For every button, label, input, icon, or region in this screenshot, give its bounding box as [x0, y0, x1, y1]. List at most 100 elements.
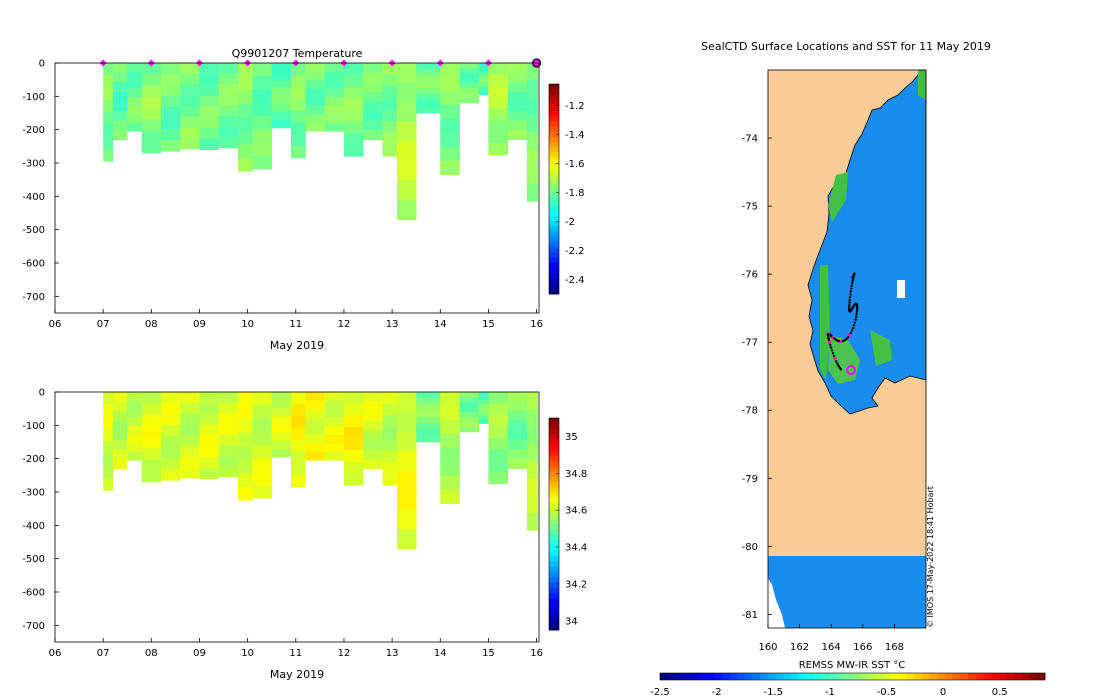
sst-colorbar-swatch: [867, 673, 876, 680]
sst-colorbar-swatch: [675, 673, 684, 680]
section-cell: [526, 392, 538, 410]
colorbar-swatch: [549, 439, 559, 445]
section-cell: [199, 95, 220, 107]
colorbar-swatch: [549, 465, 559, 472]
section-cell: [160, 63, 181, 75]
sst-colorbar-tick-label: -2.5: [650, 687, 670, 698]
track-point: [851, 277, 855, 281]
section-cell: [305, 88, 325, 98]
colorbar-swatch: [549, 89, 559, 95]
section-cell: [112, 110, 128, 121]
colorbar-swatch: [549, 120, 559, 127]
section-cell: [382, 450, 398, 463]
section-cell: [112, 120, 128, 131]
section-cell: [103, 478, 114, 491]
section-cell: [507, 411, 528, 422]
section-cell: [103, 112, 114, 125]
sst-colorbar-label: REMSS MW-IR SST °C: [799, 660, 906, 671]
ice-edge-band: [828, 172, 848, 222]
section-cell: [440, 489, 460, 504]
colorbar-swatch: [549, 236, 559, 242]
section-cell: [112, 82, 128, 93]
section-cell: [141, 437, 162, 449]
section-cell: [488, 472, 508, 484]
section-cell: [324, 434, 345, 444]
section-cell: [112, 439, 128, 450]
section-cell: [416, 423, 441, 430]
section-cell: [416, 435, 441, 443]
section-cell: [459, 427, 480, 433]
ice-edge-band: [870, 330, 892, 366]
colorbar-swatch: [549, 241, 559, 248]
section-cell: [112, 91, 128, 102]
sst-colorbar-swatch: [952, 673, 961, 680]
section-cell: [324, 88, 345, 98]
map-x-tick-label: 168: [885, 642, 904, 653]
colorbar-swatch: [549, 539, 559, 546]
section-cell: [507, 72, 528, 83]
section-cell: [416, 88, 441, 95]
sst-colorbar-swatch: [983, 673, 992, 680]
sst-colorbar-swatch: [875, 673, 884, 680]
sst-colorbar-swatch: [775, 673, 784, 680]
colorbar-frame: [548, 417, 560, 631]
section-cell: [290, 63, 306, 76]
section-cell: [305, 400, 325, 410]
section-cell: [199, 128, 220, 140]
track-point: [853, 321, 857, 324]
sst-colorbar-swatch: [837, 673, 846, 680]
section-cell: [478, 395, 489, 401]
section-cell: [507, 439, 528, 450]
section-cell: [290, 146, 306, 159]
track-point: [827, 336, 830, 340]
section-cell: [459, 83, 480, 89]
x-tick-label: 12: [338, 648, 351, 659]
section-cell: [416, 100, 441, 108]
section-cell: [103, 392, 114, 405]
section-cell: [507, 130, 528, 140]
y-tick-label: 0: [39, 59, 45, 70]
colorbar-swatch: [549, 455, 559, 461]
y-tick-label: -100: [22, 421, 45, 432]
sst-colorbar-swatch: [760, 673, 769, 680]
section-cell: [180, 413, 200, 425]
section-cell: [199, 435, 220, 447]
sst-colorbar-swatch: [944, 673, 953, 680]
section-cell: [440, 118, 460, 134]
map-title: SealCTD Surface Locations and SST for 11…: [701, 40, 991, 53]
salinity-y-ticks: 0 -100 -200 -300 -400 -500 -600 -700: [22, 388, 59, 632]
section-cell: [271, 408, 292, 417]
section-cell: [526, 80, 538, 98]
no-data-patch: [897, 280, 905, 298]
colorbar-swatch: [549, 577, 559, 583]
section-cell: [305, 122, 325, 132]
section-cell: [478, 399, 489, 405]
section-cell: [238, 90, 253, 104]
map-y-tick-label: -81: [742, 610, 758, 621]
sst-colorbar-swatch: [744, 673, 753, 680]
colorbar-swatch: [549, 147, 559, 153]
section-cell: [103, 124, 114, 138]
sst-colorbar-swatch: [1014, 673, 1023, 680]
colorbar-tick-label: 35: [565, 432, 578, 443]
colorbar-swatch: [549, 497, 559, 504]
colorbar-swatch: [549, 508, 559, 514]
seal-track: [826, 272, 859, 371]
section-cell: [478, 74, 489, 80]
section-cell: [478, 419, 489, 424]
section-cell: [382, 63, 398, 75]
salinity-section-plot: 06 07 08 09 10 11 12 13 14 15 16 0 -100 -200 -300 -400…: [22, 388, 587, 682]
section-cell: [440, 104, 460, 120]
sst-map: SealCTD Surface Locations and SST for 11…: [650, 40, 1046, 698]
section-cell: [271, 400, 292, 409]
sst-colorbar-swatch: [821, 673, 830, 680]
sst-colorbar-swatch: [690, 673, 699, 680]
section-cell: [363, 110, 383, 121]
section-cell: [396, 470, 417, 491]
section-cell: [440, 461, 460, 477]
track-point: [829, 343, 832, 347]
section-cell: [507, 63, 528, 73]
section-cell: [112, 459, 128, 469]
colorbar-swatch: [549, 278, 559, 284]
colorbar-swatch: [549, 273, 559, 279]
